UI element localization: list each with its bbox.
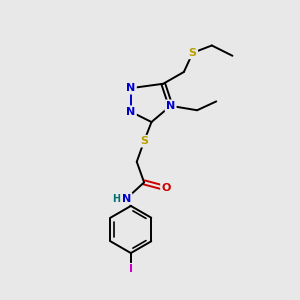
Text: S: S (189, 48, 197, 58)
Text: H: H (112, 194, 120, 204)
Text: N: N (126, 107, 136, 117)
Text: O: O (161, 183, 171, 193)
Text: S: S (140, 136, 148, 146)
Text: N: N (122, 194, 131, 204)
Text: N: N (166, 101, 175, 111)
Text: I: I (129, 264, 133, 274)
Text: N: N (126, 83, 136, 93)
